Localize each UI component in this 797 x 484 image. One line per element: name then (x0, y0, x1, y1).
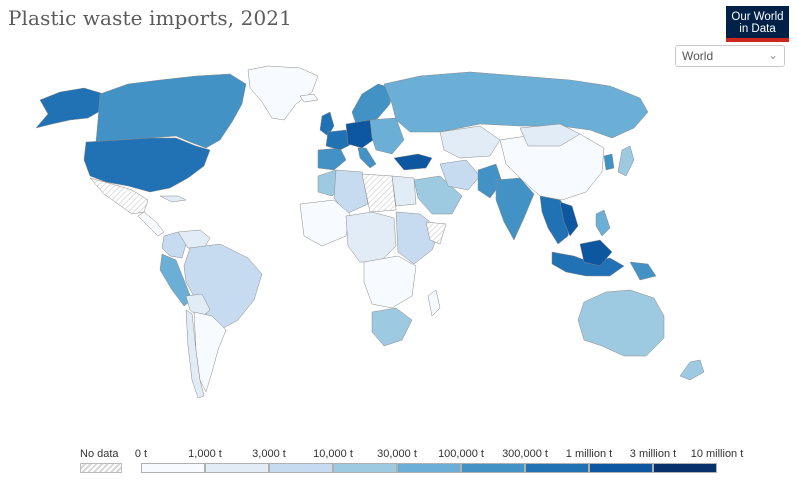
legend-swatch (397, 463, 461, 473)
country-korea[interactable] (603, 153, 615, 171)
country-algeria[interactable] (333, 169, 369, 215)
country-bolivia[interactable] (185, 293, 211, 319)
region-select[interactable]: World ⌄ (675, 45, 785, 67)
country-egypt[interactable] (391, 175, 417, 207)
country-west-africa[interactable] (299, 199, 351, 247)
legend-tick-label: 1,000 t (188, 448, 222, 460)
world-map (35, 65, 705, 399)
legend-swatch (525, 463, 589, 473)
country-madagascar[interactable] (427, 289, 441, 317)
country-germany-region[interactable] (345, 119, 377, 149)
country-iran[interactable] (439, 159, 481, 191)
country-chile[interactable] (185, 309, 205, 399)
logo-line-2: in Data (739, 23, 776, 35)
legend-swatch (333, 463, 397, 473)
country-alaska[interactable] (35, 87, 105, 129)
legend-tick-label: 100,000 t (438, 448, 484, 460)
legend-tick-label: 3 million t (629, 448, 677, 460)
logo-line-1: Our World (731, 11, 784, 23)
legend-tick-label: 0 t (134, 448, 148, 460)
owid-logo[interactable]: Our World in Data (726, 6, 789, 42)
country-australia[interactable] (577, 289, 665, 357)
country-philippines[interactable] (595, 209, 611, 237)
country-usa[interactable] (83, 137, 211, 193)
country-greenland[interactable] (247, 65, 319, 121)
legend-tick-label: 3,000 t (252, 448, 286, 460)
country-papua[interactable] (629, 261, 657, 281)
country-uk[interactable] (319, 111, 335, 137)
country-italy[interactable] (357, 147, 377, 169)
country-new-zealand[interactable] (679, 359, 705, 381)
country-india[interactable] (495, 177, 535, 241)
legend-tick-label: 1 million t (565, 448, 613, 460)
country-libya[interactable] (361, 173, 397, 213)
legend-tick-label: 30,000 t (377, 448, 417, 460)
country-iceland[interactable] (299, 93, 319, 103)
chevron-down-icon: ⌄ (767, 48, 778, 62)
country-central-america[interactable] (137, 211, 165, 237)
region-select-value: World (682, 49, 714, 63)
country-cuba[interactable] (159, 195, 187, 203)
country-venezuela[interactable] (177, 229, 211, 249)
legend-tick-label: 10 million t (690, 448, 744, 460)
country-vietnam[interactable] (559, 201, 579, 237)
country-eastern-europe[interactable] (369, 117, 405, 155)
country-mongolia[interactable] (519, 123, 581, 147)
legend-swatch (461, 463, 525, 473)
country-southern-africa-mid[interactable] (363, 255, 417, 309)
legend-no-data-label: No data (80, 448, 119, 460)
legend-swatch (269, 463, 333, 473)
legend: No data 0 t 1,000 t 3,000 t 10,000 t 30,000 … (0, 444, 797, 484)
legend-tick-label: 300,000 t (502, 448, 548, 460)
legend-swatch (589, 463, 653, 473)
country-turkey[interactable] (393, 153, 433, 171)
country-somalia[interactable] (425, 221, 447, 245)
country-russia[interactable] (383, 71, 649, 139)
country-argentina[interactable] (193, 311, 227, 393)
country-spain[interactable] (317, 147, 347, 171)
legend-swatch (205, 463, 269, 473)
country-france[interactable] (325, 129, 353, 151)
country-canada[interactable] (95, 73, 247, 149)
legend-swatch (653, 463, 717, 473)
legend-no-data-swatch (80, 463, 122, 473)
legend-tick-label: 10,000 t (313, 448, 353, 460)
logo-accent-bar (726, 38, 789, 42)
country-japan[interactable] (617, 145, 635, 177)
country-indonesia[interactable] (551, 251, 625, 277)
country-central-africa[interactable] (345, 211, 397, 263)
country-south-africa[interactable] (371, 307, 413, 347)
chart-title: Plastic waste imports, 2021 (8, 6, 292, 30)
country-kazakhstan[interactable] (439, 125, 501, 159)
country-borneo[interactable] (579, 239, 613, 267)
legend-swatch (141, 463, 205, 473)
